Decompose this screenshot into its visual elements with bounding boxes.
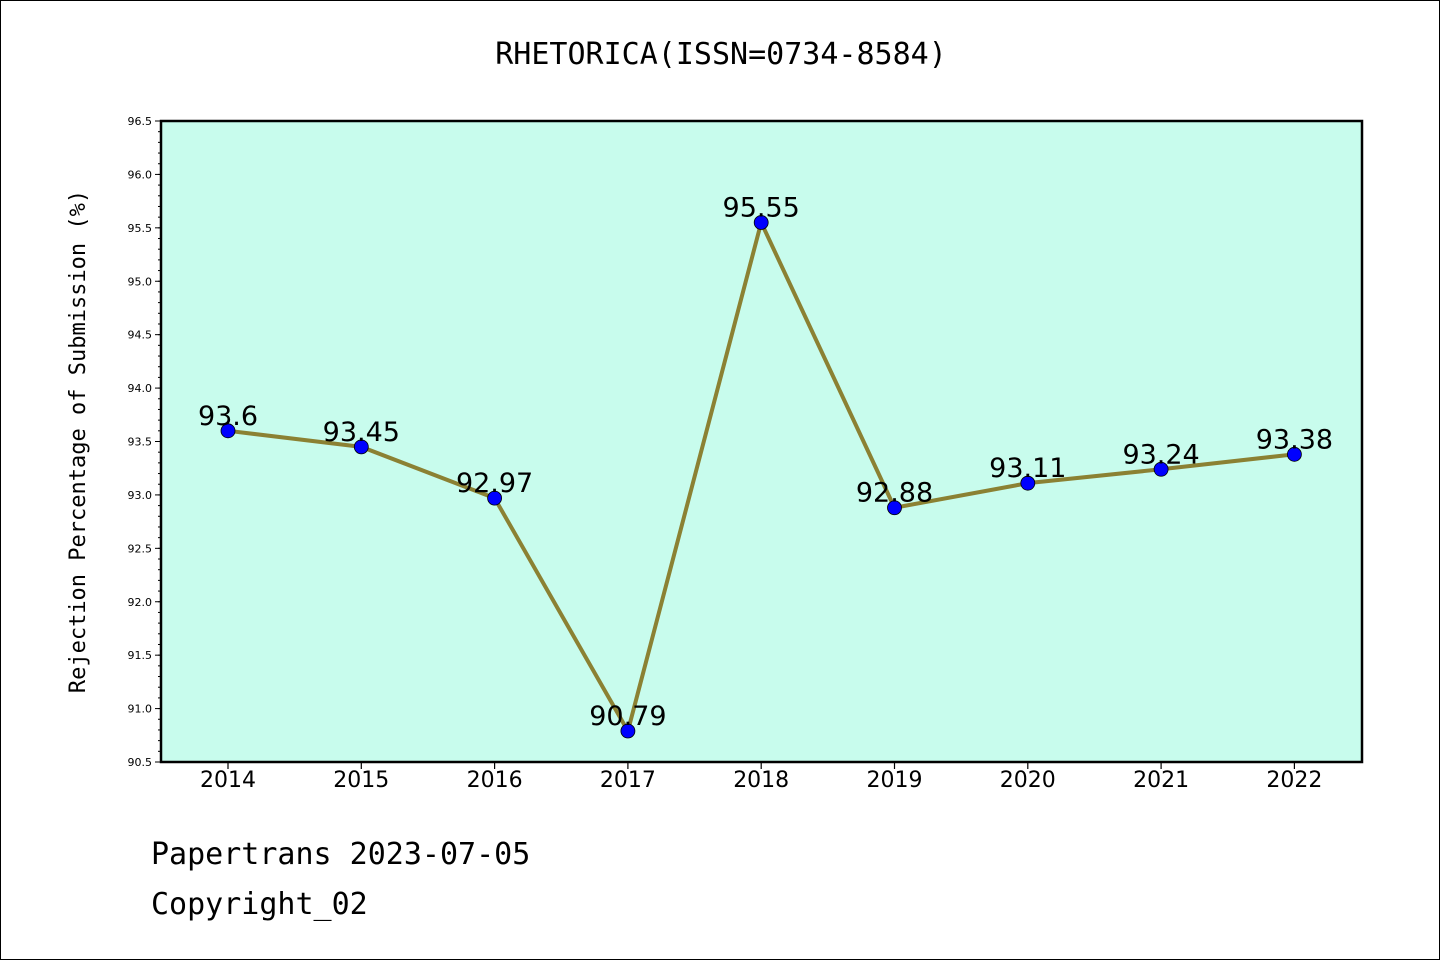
y-tick-label-1: 91.0 xyxy=(128,703,153,716)
y-tick-label-6: 93.5 xyxy=(128,436,153,449)
x-tick-label-2015: 2015 xyxy=(333,768,389,793)
y-tick-label-3: 92.0 xyxy=(128,596,153,609)
data-label-2017: 90.79 xyxy=(589,701,666,732)
data-point-2022 xyxy=(1287,446,1302,462)
x-tick-label-2017: 2017 xyxy=(600,768,656,793)
data-point-2020 xyxy=(1020,475,1036,491)
data-point-2017 xyxy=(620,723,636,739)
data-label-2018: 95.55 xyxy=(723,192,800,223)
x-tick-label-2014: 2014 xyxy=(200,768,256,793)
x-tick-label-2019: 2019 xyxy=(867,768,923,793)
data-point-2021 xyxy=(1153,461,1169,477)
data-label-2014: 93.6 xyxy=(198,401,258,432)
chart-title: RHETORICA(ISSN=0734-8584) xyxy=(495,37,947,72)
plot-frame xyxy=(159,119,1364,764)
y-tick-label-9: 95.0 xyxy=(128,275,153,288)
data-label-2021: 93.24 xyxy=(1122,439,1199,470)
data-point-2015 xyxy=(353,439,369,455)
x-tick-label-2018: 2018 xyxy=(733,768,789,793)
y-tick-label-5: 93.0 xyxy=(128,489,153,502)
data-label-2016: 92.97 xyxy=(456,468,533,499)
data-label-2019: 92.88 xyxy=(856,478,933,509)
footer-copyright: Copyright_02 xyxy=(151,887,368,922)
data-label-2022: 93.38 xyxy=(1256,424,1333,455)
x-tick-label-2020: 2020 xyxy=(1000,768,1056,793)
y-tick-label-12: 96.5 xyxy=(128,115,153,128)
y-axis-label: Rejection Percentage of Submission (%) xyxy=(66,190,91,693)
x-axis: 2014 2015 2016 2017 2018 2019 2020 2021 2022 xyxy=(200,762,1322,793)
data-point-2016 xyxy=(487,490,503,506)
y-tick-label-4: 92.5 xyxy=(128,542,153,555)
y-tick-label-10: 95.5 xyxy=(128,222,153,235)
y-tick-label-11: 96.0 xyxy=(128,168,153,181)
x-tick-label-2021: 2021 xyxy=(1133,768,1189,793)
data-point-2014 xyxy=(220,423,236,439)
x-tick-label-2022: 2022 xyxy=(1266,768,1322,793)
y-tick-label-0: 90.5 xyxy=(128,756,153,769)
x-tick-label-2016: 2016 xyxy=(467,768,523,793)
y-tick-label-2: 91.5 xyxy=(128,649,153,662)
footer-date: Papertrans 2023-07-05 xyxy=(151,837,531,872)
y-axis: 90.5 91.0 91.5 92.0 92.5 93.0 93.5 94.0 94.5 95.0… xyxy=(128,115,161,769)
series-rejection: 93.6 93.45 92.97 90.79 95.55 92.88 93.11 93.24 9… xyxy=(198,192,1333,739)
data-label-2020: 93.11 xyxy=(989,453,1066,484)
data-label-2015: 93.45 xyxy=(323,417,400,448)
y-tick-label-7: 94.0 xyxy=(128,382,153,395)
y-tick-label-8: 94.5 xyxy=(128,329,153,342)
data-point-2019 xyxy=(887,500,902,516)
data-point-2018 xyxy=(753,215,769,230)
